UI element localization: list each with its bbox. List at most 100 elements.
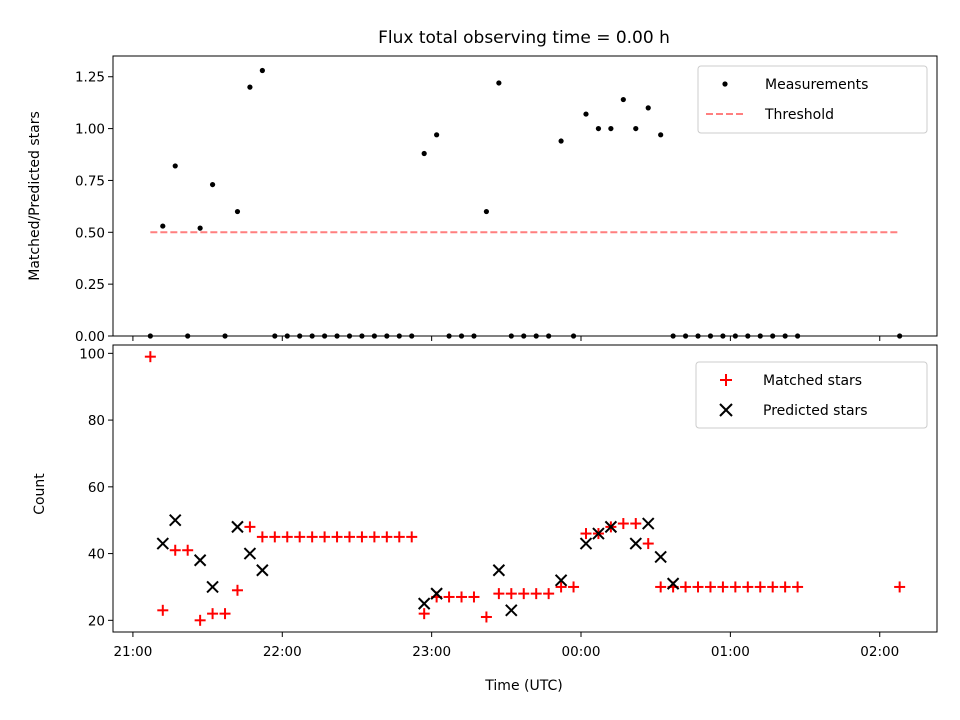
matched-star-point <box>157 604 169 616</box>
x-tick-label: 02:00 <box>860 644 899 660</box>
bottom-panel-x-ticks: 21:00 22:00 23:00 00:00 01:00 02:00 <box>113 632 899 660</box>
top-y-tick-label: 1.25 <box>75 70 105 86</box>
measurement-point <box>471 333 477 339</box>
matched-star-point <box>568 581 580 593</box>
measurement-point <box>458 333 465 339</box>
measurement-point <box>384 333 390 339</box>
matched-star-point <box>294 531 306 543</box>
bottom-y-axis-label: Count <box>32 473 48 515</box>
matched-star-point <box>543 588 555 600</box>
measurement-point <box>508 333 514 339</box>
predicted-star-point <box>666 577 680 590</box>
predicted-star-point <box>417 597 431 610</box>
matched-star-point <box>319 531 331 543</box>
matched-star-point <box>443 591 455 603</box>
top-y-tick-label: 0.00 <box>75 329 105 345</box>
measurement-point <box>682 333 689 339</box>
measurement-point <box>396 333 402 339</box>
measurement-point <box>794 333 801 339</box>
measurement-point <box>521 333 527 339</box>
matched-star-point <box>792 581 804 593</box>
predicted-star-point <box>256 564 269 577</box>
x-tick-label: 21:00 <box>113 644 152 660</box>
measurement-point <box>434 132 440 138</box>
matched-star-point <box>555 581 567 593</box>
matched-star-point <box>505 588 517 600</box>
matched-star-point <box>742 581 754 593</box>
measurement-point <box>707 333 714 339</box>
matched-star-point <box>256 531 268 543</box>
matched-star-point <box>480 611 492 623</box>
measurement-point <box>558 138 564 144</box>
bottom-legend: Matched stars Predicted stars <box>695 361 928 429</box>
measurement-point <box>346 333 353 339</box>
measurement-point <box>421 150 427 157</box>
matched-star-point <box>406 531 418 543</box>
measurement-point <box>334 333 340 339</box>
bottom-y-tick-label: 40 <box>88 547 105 563</box>
matched-star-point <box>244 521 256 533</box>
matched-star-point <box>356 531 368 543</box>
measurement-point <box>732 333 738 339</box>
legend-matched-label: Matched stars <box>763 373 862 389</box>
predicted-star-point <box>231 520 244 534</box>
predicted-star-point <box>604 520 618 534</box>
measurement-point <box>371 333 377 339</box>
matched-star-point <box>468 591 480 603</box>
measurement-point <box>284 333 290 339</box>
chart-title: Flux total observing time = 0.00 h <box>378 28 670 48</box>
matched-star-point <box>630 518 642 530</box>
x-tick-label: 23:00 <box>412 644 451 660</box>
measurement-point <box>658 132 664 138</box>
predicted-star-point <box>206 580 219 594</box>
matched-star-point <box>680 581 692 593</box>
measurement-point <box>770 333 776 339</box>
predicted-star-point <box>156 537 169 550</box>
matched-star-point <box>231 584 243 596</box>
matched-star-point <box>717 581 729 593</box>
bottom-legend-frame <box>695 361 928 429</box>
top-y-tick-label: 0.75 <box>75 173 105 189</box>
measurement-point <box>570 333 577 339</box>
top-legend-frame <box>697 65 928 134</box>
measurement-point <box>645 105 651 111</box>
predicted-star-point <box>505 604 518 617</box>
matched-star-point <box>331 531 343 543</box>
measurement-point <box>172 163 178 169</box>
top-y-tick-label: 0.50 <box>75 225 105 241</box>
measurement-point <box>782 333 788 339</box>
top-y-tick-label: 0.25 <box>75 277 105 293</box>
measurement-point <box>496 80 502 86</box>
matched-star-point <box>368 531 380 543</box>
matched-star-point <box>518 588 530 600</box>
bottom-y-tick-label: 60 <box>88 480 105 496</box>
matched-star-point <box>418 608 430 620</box>
measurement-point <box>720 333 726 339</box>
matched-star-point <box>169 544 181 556</box>
matched-star-point <box>580 528 592 540</box>
legend-predicted-marker <box>719 403 733 417</box>
matched-star-point <box>894 581 906 593</box>
top-panel-y-ticks: 0.00 0.25 0.50 0.75 1.00 1.25 <box>75 70 113 345</box>
legend-threshold-label: Threshold <box>764 107 834 123</box>
matched-star-point <box>617 518 629 530</box>
matched-star-point <box>381 531 393 543</box>
top-y-axis-label: Matched/Predicted stars <box>27 111 43 281</box>
measurement-point <box>620 96 626 103</box>
matched-star-point <box>692 581 704 593</box>
measurement-point <box>185 333 191 339</box>
measurement-point <box>608 125 614 132</box>
top-y-tick-label: 1.00 <box>75 122 105 138</box>
predicted-star-point <box>243 547 257 560</box>
legend-matched-marker <box>720 374 732 386</box>
measurement-point <box>483 208 490 215</box>
matched-star-point <box>530 588 542 600</box>
measurement-point <box>897 333 903 339</box>
measurement-point <box>446 333 452 339</box>
matched-star-point <box>393 531 405 543</box>
bottom-panel-y-ticks: 20 40 60 80 100 <box>79 346 113 629</box>
top-panel: 0.00 0.25 0.50 0.75 1.00 1.25 Matched/Predict… <box>27 55 938 345</box>
bottom-y-tick-label: 80 <box>88 413 105 429</box>
measurement-point <box>359 333 365 339</box>
measurement-point <box>160 223 166 229</box>
